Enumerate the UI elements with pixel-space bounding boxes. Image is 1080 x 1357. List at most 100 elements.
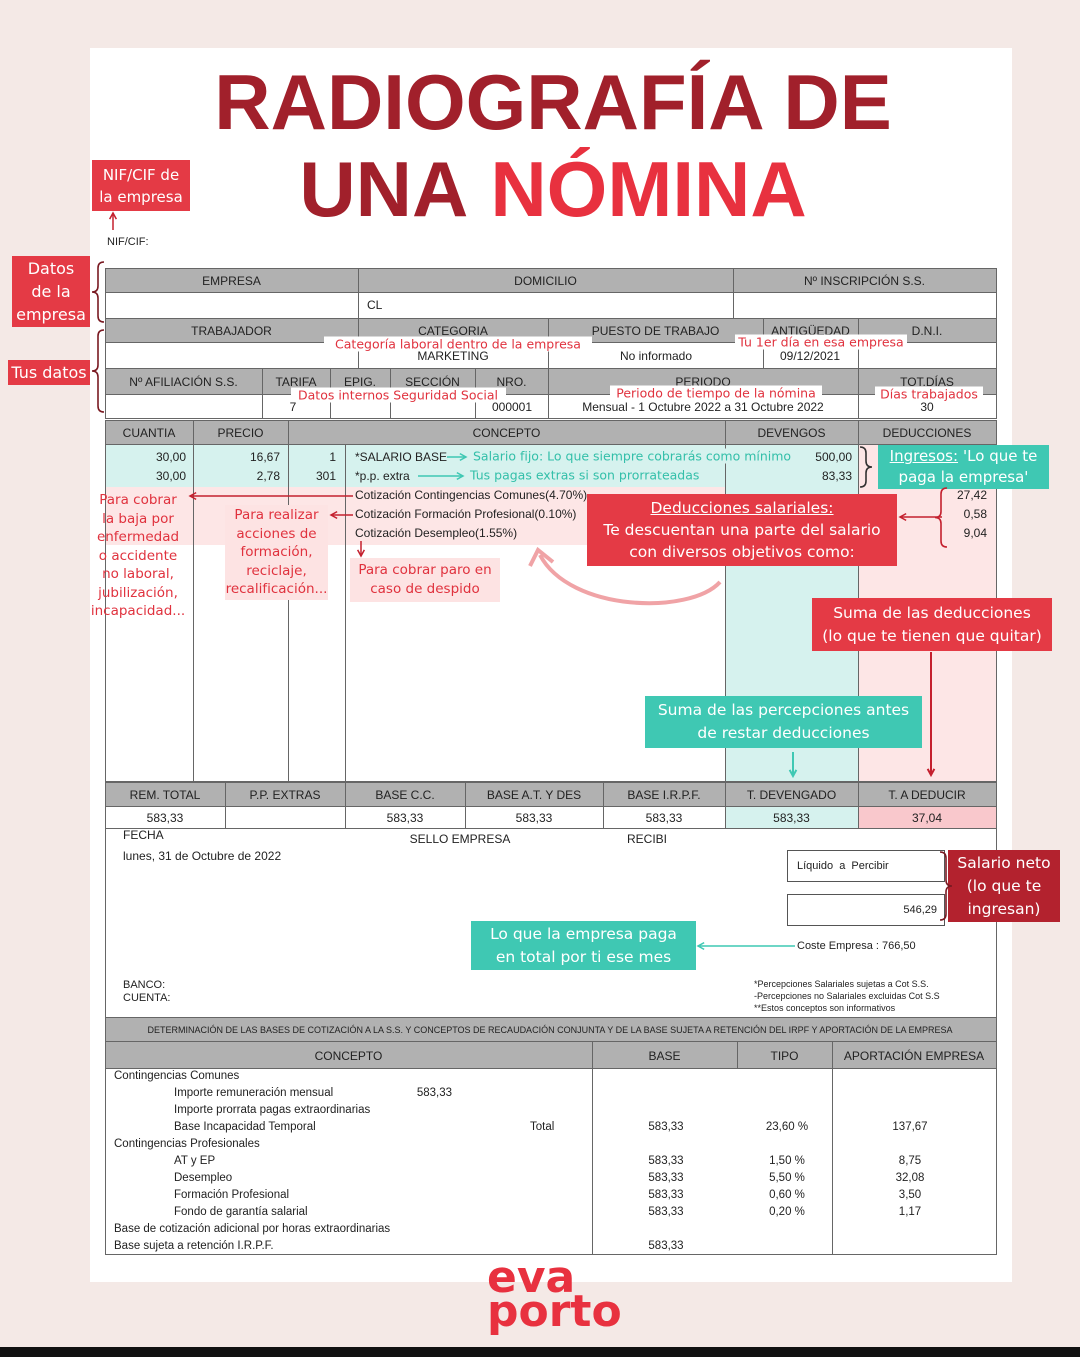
column-header: DEVENGOS: [757, 426, 826, 440]
body-cell: [288, 444, 346, 782]
column-header: PRECIO: [217, 426, 264, 440]
column-header: TARIFA: [275, 375, 317, 389]
column-header: TOT.DÍAS: [900, 375, 954, 389]
concept: Cotización Contingencias Comunes(4.70%): [355, 488, 588, 502]
header-cell: [733, 268, 997, 293]
note-text: Datos internos Seguridad Social: [290, 387, 506, 403]
tariff: 7: [289, 400, 297, 414]
base: 583,33: [648, 1240, 684, 1252]
note-box: Deducciones salariales: Te descuentan una…: [587, 494, 897, 566]
deduction: 27,42: [956, 488, 987, 502]
price: 2,78: [256, 469, 280, 483]
column-header: BASE: [648, 1048, 681, 1063]
header-cell: [193, 420, 289, 445]
total-value: 583,33: [146, 811, 184, 825]
column-header: Nº AFILIACIÓN S.S.: [129, 375, 238, 389]
column-header: APORTACIÓN EMPRESA: [843, 1048, 985, 1063]
stamp: SELLO EMPRESA: [409, 832, 511, 846]
deduction: 9,04: [963, 526, 987, 540]
date: lunes, 31 de Octubre de 2022: [123, 849, 282, 863]
days: 30: [920, 400, 934, 414]
note-line: paga la empresa': [898, 468, 1029, 486]
quantity: 30,00: [155, 469, 186, 483]
accrued: 500,00: [815, 450, 852, 464]
quantity: 30,00: [155, 450, 186, 464]
brand: porto: [487, 1286, 622, 1337]
note-box: Ingresos: 'Lo que te paga la empresa': [878, 445, 1049, 489]
code: 1: [329, 450, 336, 464]
brand: eva: [487, 1252, 576, 1303]
note-box-line: enfermedad: [96, 529, 180, 546]
legend-note: **Estos conceptos son informativos: [754, 1003, 896, 1013]
note-text: Días trabajados: [875, 386, 983, 402]
note-box-line: Datos: [27, 259, 75, 278]
value-cell: [225, 806, 346, 829]
contribution: 8,75: [898, 1155, 922, 1167]
section-title: Contingencias Comunes: [114, 1070, 240, 1082]
base: 583,33: [648, 1172, 684, 1184]
date-label: FECHA: [123, 828, 164, 842]
column-header: EMPRESA: [202, 274, 261, 288]
note-box-line: en total por ti ese mes: [495, 947, 672, 966]
note-text: Tus pagas extras si son prorrateadas: [470, 467, 716, 483]
note-box: Lo que la empresa paga en total por ti es…: [471, 921, 696, 970]
category: MARKETING: [417, 349, 489, 363]
note-box-line: (lo que te tienen que quitar): [822, 626, 1042, 645]
column-header: TIPO: [770, 1048, 799, 1063]
amount: 583,33: [416, 1087, 452, 1099]
item-concept: Importe prorrata pagas extraordinarias: [174, 1104, 371, 1116]
column-header: EPIG.: [343, 375, 376, 389]
body-cell: [832, 1068, 997, 1255]
section-title: Contingencias Profesionales: [114, 1138, 260, 1150]
note-line: 'Lo que te: [963, 447, 1038, 465]
note-text: Categoría laboral dentro de la empresa: [324, 336, 592, 352]
rate: 5,50 %: [769, 1172, 805, 1184]
net-label: Líquido a Percibir: [797, 860, 889, 872]
column-header: BASE C.C.: [375, 788, 435, 802]
base: 583,33: [648, 1189, 684, 1201]
note-text: Salario fijo: Lo que siempre cobrarás co…: [473, 448, 809, 464]
column-header: NRO.: [496, 375, 527, 389]
header-cell: [288, 420, 726, 445]
bases-title: DETERMINACIÓN DE LAS BASES DE COTIZACIÓN…: [147, 1025, 953, 1035]
received: RECIBI: [627, 832, 668, 846]
contribution: 1,17: [898, 1206, 922, 1218]
title: RADIOGRAFÍA DE: [214, 58, 892, 146]
column-header: CONCEPTO: [314, 1048, 383, 1063]
note-box: Para cobrar la baja por enfermedad o accide…: [86, 488, 190, 624]
header-cell: [225, 782, 346, 807]
legend-note: -Percepciones no Salariales excluidas Co…: [754, 991, 940, 1001]
note-box-line: Suma de las percepciones antes: [657, 701, 910, 719]
header-cell: [832, 1041, 997, 1069]
base: 583,33: [648, 1121, 684, 1133]
column-header: CONCEPTO: [472, 426, 541, 440]
concept: *p.p. extra: [355, 469, 410, 483]
company-cost: Coste Empresa : 766,50: [797, 940, 916, 952]
total-value: 37,04: [911, 811, 943, 825]
note-text: Tu 1er día en esa empresa: [735, 334, 907, 350]
note-box-line: acciones de: [236, 525, 317, 542]
bank: BANCO:: [123, 979, 166, 991]
item-concept: Base Incapacidad Temporal: [174, 1121, 316, 1133]
column-header: TRABAJADOR: [191, 324, 272, 338]
column-header: BASE I.R.P.F.: [627, 788, 701, 802]
column-header: T. DEVENGADO: [746, 788, 837, 802]
note-box: Suma de las deducciones (lo que te tienen…: [812, 598, 1052, 651]
column-header: DOMICILIO: [514, 274, 577, 288]
note-box-line: no laboral,: [102, 566, 174, 583]
column-header: PUESTO DE TRABAJO: [591, 324, 720, 338]
fill-pink: [858, 806, 996, 828]
note-box-line: Para cobrar: [99, 492, 177, 509]
seniority: 09/12/2021: [779, 349, 841, 363]
total-value: 583,33: [515, 811, 553, 825]
item-concept: Desempleo: [174, 1172, 233, 1184]
note-box-line: de la: [31, 282, 71, 301]
note-box: Suma de las percepciones antes de restar …: [645, 696, 922, 748]
note-box-line: reciclaje,: [246, 562, 307, 579]
note-box-line: empresa: [16, 305, 86, 324]
accrued: 83,33: [821, 469, 852, 483]
base: 583,33: [648, 1206, 684, 1218]
note-box-line: Lo que la empresa paga: [490, 924, 677, 943]
note-box-line: NIF/CIF de: [102, 165, 180, 184]
